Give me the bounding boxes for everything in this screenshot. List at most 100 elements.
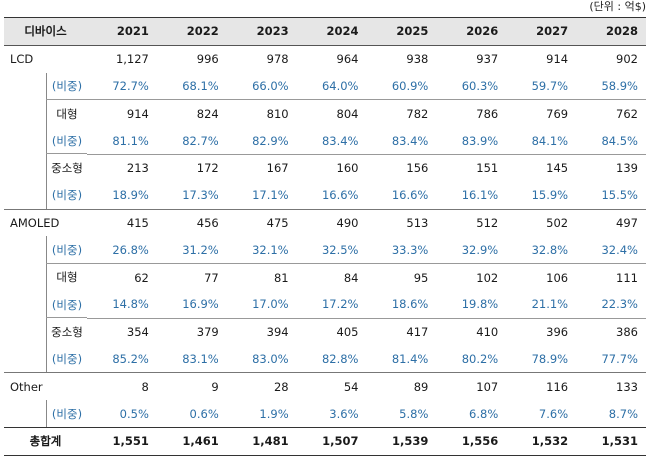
value-cell: 497 bbox=[576, 208, 646, 237]
ratio-cell: 85.2% bbox=[112, 351, 149, 366]
table-row: LCD 1,127 996 978 964 938 937 914 902 bbox=[4, 45, 646, 72]
device-label: Other bbox=[10, 379, 43, 394]
ratio-cell: 82.7% bbox=[182, 133, 219, 148]
value-cell: 133 bbox=[576, 372, 646, 401]
ratio-cell: 83.0% bbox=[252, 351, 289, 366]
ratio-cell: 60.9% bbox=[391, 78, 429, 93]
ratio-cell: 26.8% bbox=[112, 242, 149, 257]
value-cell: 410 bbox=[436, 317, 507, 346]
value-cell: 996 bbox=[196, 52, 219, 67]
value-cell: 490 bbox=[296, 208, 367, 237]
ratio-cell: 31.2% bbox=[182, 242, 219, 257]
ratio-cell: 82.9% bbox=[252, 133, 289, 148]
ratio-cell: 8.7% bbox=[608, 406, 638, 421]
header-year: 2022 bbox=[186, 24, 219, 39]
value-cell: 786 bbox=[436, 99, 507, 128]
ratio-cell: 82.8% bbox=[321, 351, 359, 366]
sub-device-label: 대형 bbox=[46, 99, 87, 128]
ratio-row: (비중) 14.8% 16.9% 17.0% 17.2% 18.6% 19.8% 21.1% 2… bbox=[4, 290, 646, 319]
ratio-label: (비중) bbox=[46, 345, 87, 373]
ratio-cell: 3.6% bbox=[329, 406, 359, 421]
ratio-row: (비중) 85.2% 83.1% 83.0% 82.8% 81.4% 80.2% 78.9% 7… bbox=[4, 345, 646, 373]
value-cell: 456 bbox=[156, 208, 227, 237]
ratio-cell: 83.9% bbox=[461, 133, 499, 148]
header-year: 2026 bbox=[466, 24, 499, 39]
ratio-cell: 72.7% bbox=[112, 78, 149, 93]
value-cell: 394 bbox=[226, 317, 297, 346]
header-device: 디바이스 bbox=[24, 24, 67, 39]
value-cell: 386 bbox=[576, 317, 646, 346]
ratio-label: (비중) bbox=[46, 400, 87, 427]
value-cell: 95 bbox=[366, 263, 437, 291]
ratio-cell: 21.1% bbox=[531, 297, 569, 312]
value-cell: 107 bbox=[436, 372, 507, 401]
value-cell: 938 bbox=[406, 52, 429, 67]
value-cell: 769 bbox=[506, 99, 577, 128]
ratio-cell: 68.1% bbox=[182, 78, 219, 93]
device-label: LCD bbox=[10, 52, 34, 67]
value-cell: 139 bbox=[576, 153, 646, 182]
ratio-cell: 33.3% bbox=[391, 242, 429, 257]
ratio-cell: 17.2% bbox=[321, 297, 359, 312]
value-cell: 77 bbox=[156, 263, 227, 291]
ratio-cell: 14.8% bbox=[112, 297, 149, 312]
ratio-cell: 0.6% bbox=[189, 406, 219, 421]
ratio-cell: 16.1% bbox=[461, 188, 499, 203]
device-label: AMOLED bbox=[10, 215, 60, 230]
table-row: 중소형 213 172 167 160 156 151 145 139 bbox=[4, 153, 646, 182]
value-cell: 156 bbox=[366, 153, 437, 182]
total-label: 총합계 bbox=[29, 434, 62, 449]
value-cell: 1,556 bbox=[461, 434, 499, 449]
ratio-cell: 59.7% bbox=[531, 78, 569, 93]
value-cell: 160 bbox=[296, 153, 367, 182]
ratio-row: (비중) 81.1% 82.7% 82.9% 83.4% 83.4% 83.9% 84.1% 8… bbox=[4, 127, 646, 155]
ratio-cell: 1.9% bbox=[259, 406, 289, 421]
unit-note: (단위 : 억$) bbox=[589, 0, 646, 13]
value-cell: 81 bbox=[226, 263, 297, 291]
header-year: 2024 bbox=[326, 24, 359, 39]
ratio-cell: 81.1% bbox=[112, 133, 149, 148]
value-cell: 54 bbox=[296, 372, 367, 401]
ratio-cell: 32.8% bbox=[531, 242, 569, 257]
ratio-cell: 83.4% bbox=[391, 133, 429, 148]
ratio-cell: 66.0% bbox=[252, 78, 289, 93]
value-cell: 810 bbox=[226, 99, 297, 128]
value-cell: 964 bbox=[336, 52, 359, 67]
value-cell: 1,481 bbox=[252, 434, 289, 449]
value-cell: 512 bbox=[436, 208, 507, 237]
value-cell: 1,127 bbox=[115, 52, 149, 67]
header-year: 2023 bbox=[256, 24, 289, 39]
value-cell: 145 bbox=[506, 153, 577, 182]
value-cell: 1,507 bbox=[322, 434, 359, 449]
header-year: 2028 bbox=[605, 24, 638, 39]
ratio-cell: 60.3% bbox=[461, 78, 499, 93]
ratio-cell: 15.9% bbox=[531, 188, 569, 203]
ratio-cell: 22.3% bbox=[601, 297, 638, 312]
ratio-cell: 80.2% bbox=[461, 351, 499, 366]
table-row: AMOLED 415 456 475 490 513 512 502 497 bbox=[4, 208, 646, 237]
value-cell: 804 bbox=[296, 99, 367, 128]
ratio-label: (비중) bbox=[46, 290, 87, 319]
sub-device-label: 중소형 bbox=[46, 318, 87, 346]
ratio-cell: 83.4% bbox=[321, 133, 359, 148]
header-year: 2025 bbox=[396, 24, 429, 39]
table-row: 대형 62 77 81 84 95 102 106 111 bbox=[4, 262, 646, 291]
value-cell: 354 bbox=[87, 317, 157, 346]
ratio-cell: 78.9% bbox=[531, 351, 569, 366]
sub-device-label: 중소형 bbox=[46, 154, 87, 182]
value-cell: 213 bbox=[87, 153, 157, 182]
ratio-cell: 16.6% bbox=[321, 188, 359, 203]
ratio-label: (비중) bbox=[46, 127, 87, 155]
ratio-cell: 0.5% bbox=[119, 406, 149, 421]
table-row: 대형 914 824 810 804 782 786 769 762 bbox=[4, 98, 646, 128]
ratio-row: (비중) 18.9% 17.3% 17.1% 16.6% 16.6% 16.1% 15.9% 1… bbox=[4, 181, 646, 209]
value-cell: 914 bbox=[87, 99, 157, 128]
ratio-cell: 7.6% bbox=[538, 406, 569, 421]
header-year: 2027 bbox=[536, 24, 569, 39]
value-cell: 396 bbox=[506, 317, 577, 346]
value-cell: 405 bbox=[296, 317, 367, 346]
ratio-cell: 81.4% bbox=[391, 351, 429, 366]
ratio-row: (비중) 26.8% 31.2% 32.1% 32.5% 33.3% 32.9% 32.8% 3… bbox=[4, 236, 646, 264]
value-cell: 502 bbox=[506, 208, 577, 237]
value-cell: 762 bbox=[576, 99, 646, 128]
